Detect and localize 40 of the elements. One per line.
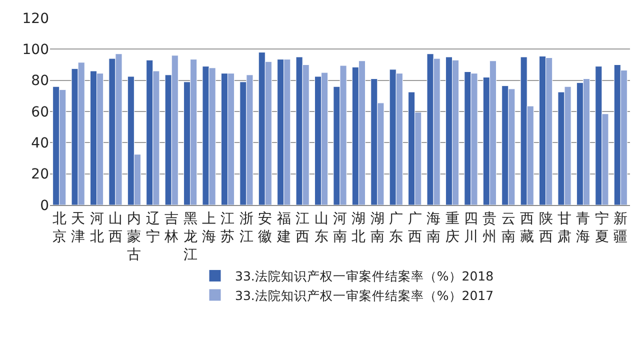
- legend-label: 33.法院知识产权一审案件结案率（%）2018: [235, 268, 494, 284]
- y-tick-label: 60: [31, 104, 49, 120]
- x-tick-label: 黑龙江: [183, 210, 198, 264]
- x-tick-label: 青海: [576, 210, 590, 245]
- x-tick-label: 湖北: [352, 210, 366, 245]
- x-tick-label: 云南: [501, 210, 516, 245]
- x-tick-label: 重庆: [445, 210, 460, 245]
- x-tick-label: 贵州: [482, 210, 497, 245]
- y-tick-label: 20: [31, 166, 49, 183]
- legend-label: 33.法院知识产权一审案件结案率（%）2017: [235, 288, 494, 303]
- x-tick-label: 江西: [296, 210, 310, 245]
- y-tick-label: 120: [22, 10, 49, 27]
- x-tick-label: 西藏: [520, 210, 534, 245]
- y-tick-label: 100: [22, 42, 49, 58]
- x-tick-label: 福建: [276, 210, 291, 245]
- x-tick-label: 安徽: [258, 210, 272, 245]
- x-tick-label: 陕西: [538, 210, 553, 245]
- x-tick-label: 宁夏: [594, 210, 609, 245]
- y-tick-label: 40: [31, 136, 49, 152]
- x-tick-label: 广东: [389, 210, 404, 245]
- x-tick-label: 甘肃: [558, 210, 572, 245]
- x-tick-label: 浙江: [239, 210, 254, 245]
- x-tick-label: 广西: [408, 210, 422, 245]
- x-tick-label: 北京: [52, 210, 66, 245]
- y-tick-label: 0: [40, 198, 49, 214]
- x-tick-label: 吉林: [164, 210, 179, 245]
- x-tick-label: 山西: [108, 210, 122, 245]
- x-tick-label: 内蒙古: [127, 210, 142, 264]
- x-tick-label: 四川: [464, 210, 478, 245]
- x-tick-label: 江苏: [220, 210, 235, 245]
- x-tick-label: 海南: [426, 210, 441, 245]
- x-tick-label: 河南: [333, 210, 347, 245]
- x-tick-label: 河北: [90, 210, 104, 245]
- y-tick-label: 80: [31, 73, 49, 90]
- x-tick-label: 上海: [202, 210, 216, 245]
- x-tick-label: 辽宁: [146, 210, 160, 245]
- x-tick-label: 湖南: [370, 210, 384, 245]
- x-tick-label: 新疆: [614, 210, 628, 245]
- x-tick-label: 天津: [71, 210, 86, 245]
- x-tick-label: 山东: [314, 210, 328, 245]
